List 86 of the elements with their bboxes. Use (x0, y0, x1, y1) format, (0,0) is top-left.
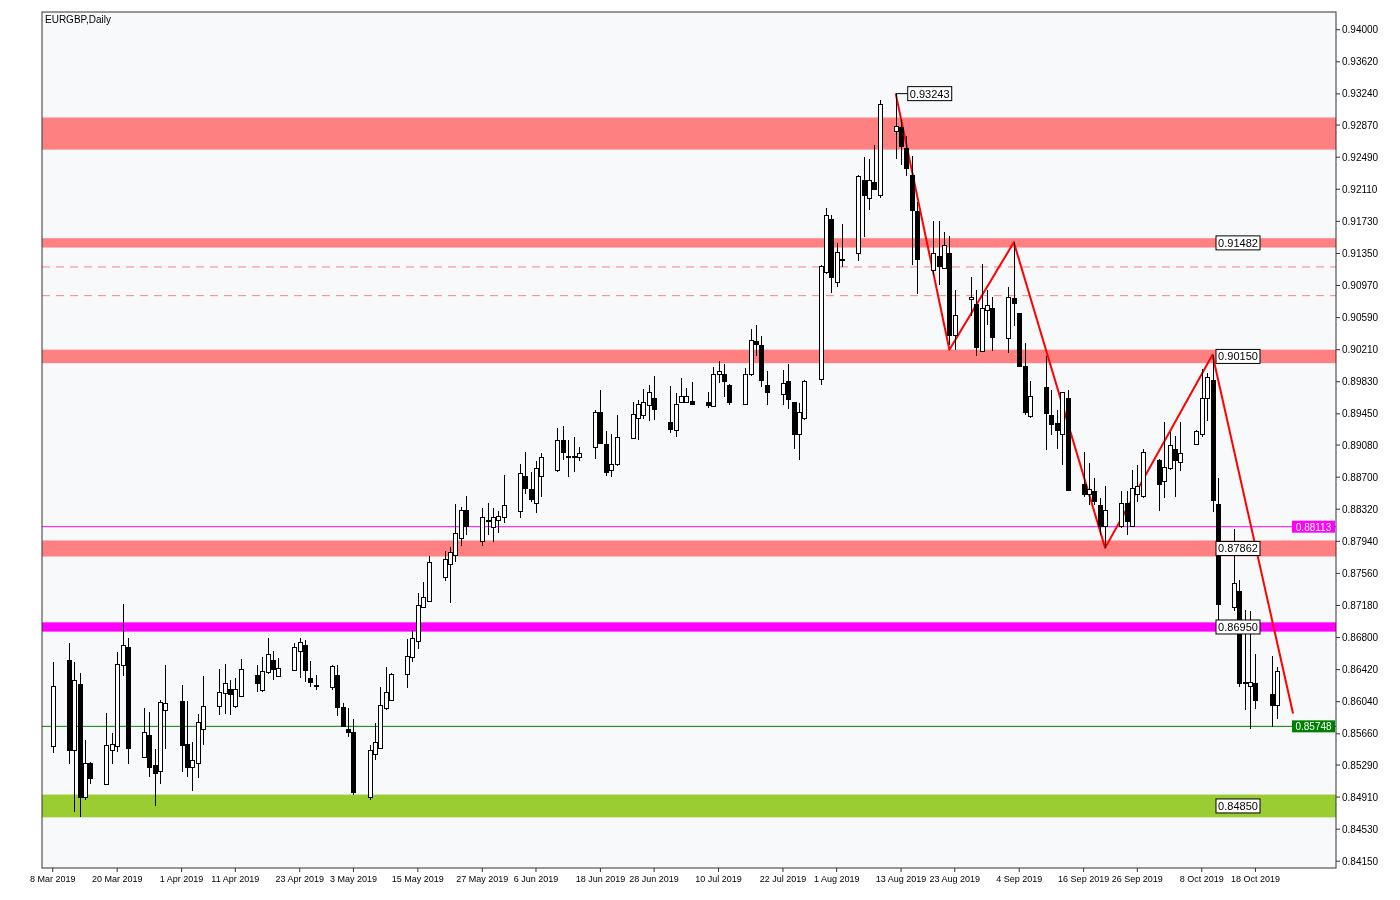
x-tick-label: 18 Oct 2019 (1230, 874, 1280, 884)
x-tick-label: 8 Mar 2019 (29, 874, 76, 884)
candlestick (785, 363, 792, 410)
candlestick (1102, 485, 1109, 549)
candlestick (630, 401, 637, 440)
candlestick (651, 375, 658, 421)
x-tick-label: 13 Aug 2019 (875, 874, 927, 884)
y-tick-label: 0.86420 (1342, 664, 1379, 676)
y-tick-label: 0.86800 (1342, 632, 1379, 644)
x-tick-label: 28 Jun 2019 (629, 874, 679, 884)
y-tick-label: 0.93620 (1342, 56, 1379, 68)
candlestick (184, 700, 191, 778)
x-tick-label: 16 Sep 2019 (1058, 874, 1110, 884)
candlestick (635, 399, 642, 441)
y-tick-label: 0.84150 (1342, 855, 1379, 867)
candlestick (866, 158, 873, 211)
candlestick (1172, 435, 1179, 498)
y-tick-label: 0.85660 (1342, 728, 1379, 740)
x-tick-label: 26 Sep 2019 (1111, 874, 1163, 884)
y-tick-label: 0.84910 (1342, 791, 1379, 803)
y-tick-label: 0.86040 (1342, 696, 1379, 708)
y-tick-label: 0.93240 (1342, 88, 1379, 100)
y-tick-label: 0.91350 (1342, 247, 1379, 259)
ref-line-label: 0.88113 (1295, 521, 1332, 533)
x-tick-label: 20 Mar 2019 (91, 874, 143, 884)
candlestick (307, 660, 314, 687)
candlestick (227, 679, 234, 716)
candlestick (404, 638, 411, 689)
x-tick-label: 4 Sep 2019 (996, 874, 1043, 884)
x-tick-label: 23 Aug 2019 (929, 874, 981, 884)
x-tick-label: 10 Jul 2019 (695, 874, 742, 884)
y-tick-label: 0.90210 (1342, 344, 1379, 356)
candlestick (1091, 477, 1098, 506)
y-tick-label: 0.92110 (1342, 183, 1378, 195)
y-tick-label: 0.91730 (1342, 215, 1379, 227)
x-tick-label: 18 Jun 2019 (575, 874, 626, 884)
candlestick (1081, 451, 1088, 498)
band-label: 0.86950 (1218, 620, 1258, 633)
candlestick (780, 369, 787, 406)
x-tick-label: 1 Apr 2019 (159, 874, 204, 884)
y-tick-label: 0.92870 (1342, 119, 1379, 131)
y-tick-label: 0.89080 (1342, 439, 1379, 451)
candlestick (898, 118, 905, 166)
band-label: 0.84850 (1218, 799, 1258, 812)
annotation: 0.93243 (909, 87, 950, 100)
candlestick (1177, 421, 1184, 472)
y-tick-label: 0.87180 (1342, 599, 1379, 611)
candlestick (528, 471, 535, 503)
y-tick-label: 0.88700 (1342, 471, 1379, 483)
y-tick-label: 0.84530 (1342, 823, 1379, 835)
candlestick (1252, 653, 1259, 710)
candlestick (442, 550, 449, 582)
band-label: 0.91482 (1218, 236, 1258, 249)
line-series (894, 92, 1295, 715)
ref-line-label: 0.85748 (1295, 721, 1333, 733)
candlestick (254, 664, 261, 693)
x-tick-label: 11 Apr 2019 (211, 874, 260, 884)
candlestick (726, 383, 733, 406)
x-tick-label: 1 Aug 2019 (813, 874, 860, 884)
x-tick-label: 15 May 2019 (391, 874, 444, 884)
candlestick (968, 276, 975, 317)
x-tick-label: 8 Oct 2019 (1179, 874, 1224, 884)
x-tick-label: 6 Jun 2019 (513, 874, 559, 884)
candlestick (764, 370, 771, 406)
y-tick-label: 0.87940 (1342, 535, 1379, 547)
candlestick (903, 135, 910, 177)
band-label: 0.90150 (1218, 350, 1258, 363)
chart-title: EURGBP,Daily (45, 14, 111, 25)
x-tick-label: 3 May 2019 (329, 874, 377, 884)
y-tick-label: 0.90590 (1342, 312, 1379, 324)
x-tick-label: 23 Apr 2019 (275, 874, 324, 884)
candlestick (1086, 462, 1093, 506)
candlestick (463, 495, 470, 536)
band-label: 0.87862 (1218, 542, 1258, 555)
y-tick-label: 0.94000 (1342, 24, 1379, 36)
x-tick-label: 27 May 2019 (456, 874, 509, 884)
y-tick-label: 0.90970 (1342, 280, 1379, 292)
y-tick-label: 0.87560 (1342, 567, 1379, 579)
x-tick-label: 22 Jul 2019 (759, 874, 807, 884)
y-tick-label: 0.89830 (1342, 376, 1379, 388)
candlestick (490, 507, 497, 543)
y-tick-label: 0.85290 (1342, 759, 1379, 771)
y-tick-label: 0.92490 (1342, 151, 1379, 163)
y-tick-label: 0.89450 (1342, 408, 1379, 420)
y-tick-label: 0.88320 (1342, 503, 1379, 515)
candlestick (1097, 497, 1104, 536)
